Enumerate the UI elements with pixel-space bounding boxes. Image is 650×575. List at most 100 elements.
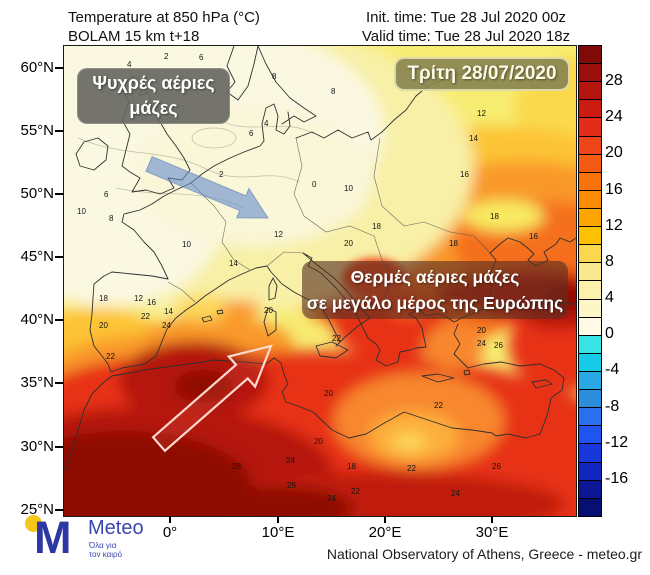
contour-label: 22 xyxy=(106,352,115,361)
colorbar-tick-label: 20 xyxy=(605,144,623,162)
contour-label: 26 xyxy=(494,341,503,350)
lon-tick-label: 0° xyxy=(162,524,178,541)
contour-label: 6 xyxy=(199,53,204,62)
colorbar-segment xyxy=(579,117,601,136)
contour-label: 14 xyxy=(469,134,478,143)
contour-label: 16 xyxy=(147,298,156,307)
colorbar-segment xyxy=(579,153,601,172)
lon-tick-mark xyxy=(169,516,171,523)
contour-label: 18 xyxy=(99,294,108,303)
contour-label: 18 xyxy=(490,212,499,221)
lat-tick-mark xyxy=(55,67,63,69)
contour-label: 22 xyxy=(434,401,443,410)
contour-label: 20 xyxy=(324,389,333,398)
colorbar-tick-label: 16 xyxy=(605,180,623,198)
colorbar-segment xyxy=(579,207,601,227)
lat-tick-label: 40°N xyxy=(20,311,54,328)
colorbar-segment xyxy=(579,63,601,82)
contour-label: 22 xyxy=(407,464,416,473)
colorbar-tick-label: 0 xyxy=(605,325,614,343)
contour-label: 24 xyxy=(286,456,295,465)
contour-label: 12 xyxy=(274,230,283,239)
logo-wordmark: Meteo xyxy=(88,517,144,539)
contour-label: 12 xyxy=(134,294,143,303)
contour-label: 12 xyxy=(477,109,486,118)
title-model: BOLAM 15 km t+18 xyxy=(68,28,200,45)
lon-tick-label: 20°E xyxy=(368,524,402,541)
colorbar-segment xyxy=(579,370,601,390)
colorbar-segment xyxy=(579,46,601,64)
date-annotation: Τρίτη 28/07/2020 xyxy=(394,57,570,91)
logo-sun-dot-icon xyxy=(25,515,42,532)
contour-label: 24 xyxy=(327,494,336,503)
contour-label: 24 xyxy=(451,489,460,498)
contour-label: 4 xyxy=(264,119,269,128)
lat-tick-label: 60°N xyxy=(20,59,54,76)
cold-advection-arrow xyxy=(145,155,269,219)
logo-tagline-line1: Όλα για xyxy=(89,541,117,550)
colorbar-segment xyxy=(579,407,601,426)
lon-tick-mark xyxy=(277,516,279,523)
temperature-colorbar xyxy=(578,45,602,517)
date-label: Τρίτη 28/07/2020 xyxy=(407,63,557,84)
contour-label: 26 xyxy=(287,481,296,490)
lat-tick-mark xyxy=(55,446,63,448)
contour-label: 2 xyxy=(219,170,224,179)
contour-label: 18 xyxy=(449,239,458,248)
contour-label: 14 xyxy=(164,307,173,316)
lat-tick-mark xyxy=(55,130,63,132)
run-time-block: Init. time: Tue 28 Jul 2020 00z Valid tim… xyxy=(352,8,580,46)
colorbar-tick-label: -4 xyxy=(605,361,620,379)
colorbar-segment xyxy=(579,244,601,263)
contour-label: 10 xyxy=(344,184,353,193)
colorbar-segment xyxy=(579,334,601,353)
contour-label: 10 xyxy=(77,207,86,216)
colorbar-segment xyxy=(579,352,601,371)
colorbar-segment xyxy=(579,280,601,299)
contour-label: 20 xyxy=(314,437,323,446)
contour-label: 28 xyxy=(232,462,241,471)
colorbar-tick-label: -8 xyxy=(605,397,620,415)
contour-label: 14 xyxy=(229,259,238,268)
contour-label: 20 xyxy=(99,321,108,330)
contour-label: 2 xyxy=(164,52,169,61)
lat-tick-label: 35°N xyxy=(20,374,54,391)
contour-label: 8 xyxy=(272,72,277,81)
lon-tick-mark xyxy=(384,516,386,523)
cold-air-line2: μάζες xyxy=(129,98,178,118)
lat-tick-label: 30°N xyxy=(20,438,54,455)
colorbar-segment xyxy=(579,189,601,208)
colorbar-segment xyxy=(579,226,601,245)
init-time: Init. time: Tue 28 Jul 2020 00z xyxy=(365,9,567,26)
contour-label: 16 xyxy=(460,170,469,179)
colorbar-tick-label: 8 xyxy=(605,252,614,270)
lon-tick-label: 30°E xyxy=(475,524,509,541)
colorbar-tick-label: 28 xyxy=(605,72,623,90)
lat-tick-mark xyxy=(55,382,63,384)
contour-label: 18 xyxy=(347,462,356,471)
colorbar-segment xyxy=(579,99,601,118)
attribution-text: National Observatory of Athens, Greece -… xyxy=(326,546,642,562)
colorbar-segment xyxy=(579,171,601,190)
contour-label: 20 xyxy=(344,239,353,248)
chart-title-block: Temperature at 850 hPa (°C) BOLAM 15 km t… xyxy=(68,8,260,46)
lat-tick-label: 50°N xyxy=(20,185,54,202)
lon-tick-label: 10°E xyxy=(261,524,295,541)
warm-air-annotation: Θερμές αέριες μάζες σε μεγάλο μέρος της Ε… xyxy=(302,261,568,319)
lon-tick-mark xyxy=(491,516,493,523)
contour-label: 20 xyxy=(477,326,486,335)
coastlines xyxy=(65,46,576,471)
contour-label: 22 xyxy=(351,487,360,496)
lat-tick-label: 45°N xyxy=(20,248,54,265)
contour-label: 4 xyxy=(127,60,132,69)
colorbar-tick-label: 4 xyxy=(605,289,614,307)
contour-label: 24 xyxy=(162,321,171,330)
colorbar-tick-label: 12 xyxy=(605,216,623,234)
valid-time: Valid time: Tue 28 Jul 2020 18z xyxy=(361,28,571,45)
warm-air-line2: σε μεγάλο μέρος της Ευρώπης xyxy=(306,293,564,313)
colorbar-tick-label: -12 xyxy=(605,433,629,451)
title-parameter: Temperature at 850 hPa (°C) xyxy=(68,9,260,26)
colorbar-segment xyxy=(579,81,601,100)
